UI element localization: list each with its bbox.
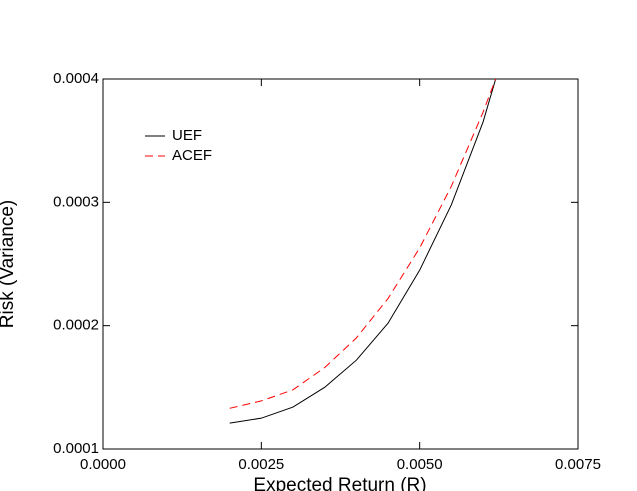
y-tick-label: 0.0001 [53,440,99,457]
legend-label: ACEF [172,147,212,164]
y-tick-label: 0.0002 [53,317,99,334]
series-line [229,78,497,424]
plot-frame [102,78,579,450]
y-tick-label: 0.0003 [53,193,99,210]
series-line [229,78,497,409]
x-tick-label: 0.0000 [80,456,126,473]
y-tick-label: 0.0004 [53,70,99,87]
x-axis-title: Expected Return (R) [253,475,426,491]
x-tick-label: 0.0075 [555,456,601,473]
x-tick-label: 0.0050 [397,456,443,473]
legend-label: UEF [172,127,202,144]
x-tick-label: 0.0025 [238,456,284,473]
y-axis-title: Risk (Variance) [0,200,18,328]
